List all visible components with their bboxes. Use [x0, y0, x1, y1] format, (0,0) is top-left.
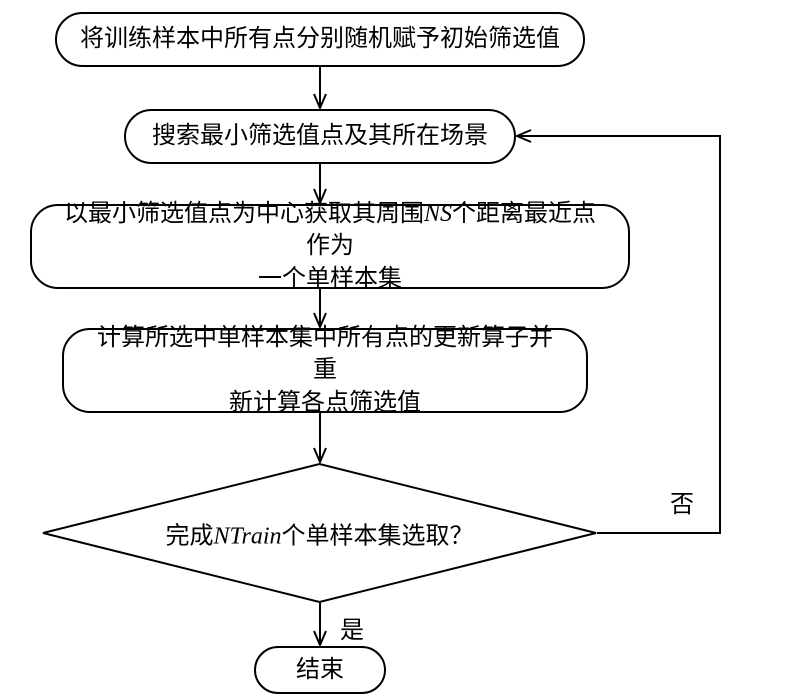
step-search-min: 搜索最小筛选值点及其所在场景 — [124, 109, 516, 164]
edge-label-yes: 是 — [340, 610, 364, 645]
step-init-values: 将训练样本中所有点分别随机赋予初始筛选值 — [55, 12, 585, 67]
step-label: 计算所选中单样本集中所有点的更新算子并重新计算各点筛选值 — [86, 322, 564, 419]
step-label: 结束 — [296, 654, 344, 686]
decision-ntrain-complete: 完成NTrain个单样本集选取？ — [42, 463, 597, 603]
step-end: 结束 — [254, 646, 386, 694]
decision-label: 完成NTrain个单样本集选取？ — [165, 516, 473, 551]
step-label: 将训练样本中所有点分别随机赋予初始筛选值 — [80, 23, 560, 55]
step-label: 搜索最小筛选值点及其所在场景 — [152, 120, 488, 152]
step-label: 以最小筛选值点为中心获取其周围NS个距离最近点作为一个单样本集 — [54, 198, 606, 295]
step-build-sample-set: 以最小筛选值点为中心获取其周围NS个距离最近点作为一个单样本集 — [30, 204, 630, 289]
edge-label-no: 否 — [670, 484, 694, 519]
step-update-operator: 计算所选中单样本集中所有点的更新算子并重新计算各点筛选值 — [62, 328, 588, 413]
flowchart-canvas: 将训练样本中所有点分别随机赋予初始筛选值 搜索最小筛选值点及其所在场景 以最小筛… — [0, 0, 809, 699]
